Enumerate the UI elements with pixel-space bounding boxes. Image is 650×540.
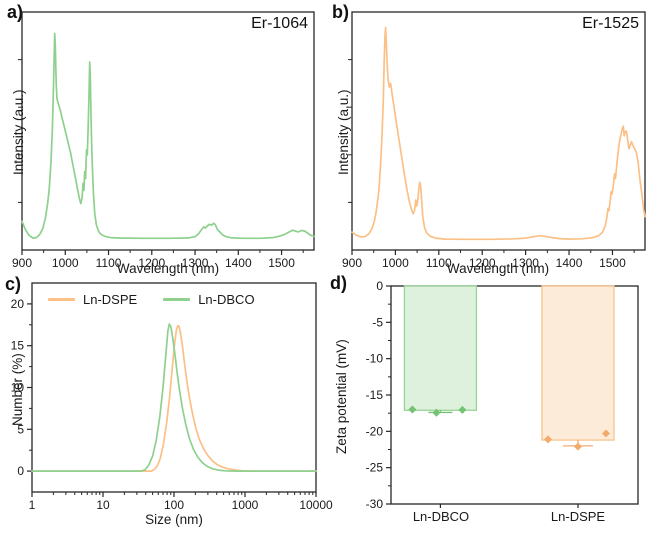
svg-text:1000: 1000 [232,498,259,512]
svg-text:-20: -20 [366,424,384,438]
svg-text:900: 900 [342,256,362,270]
svg-text:5: 5 [17,422,24,436]
svg-text:10000: 10000 [299,498,333,512]
svg-text:1200: 1200 [469,256,496,270]
svg-text:1300: 1300 [512,256,539,270]
panel-c-legend: Ln-DSPE Ln-DBCO [48,292,255,307]
ln-dspe-line-swatch [48,298,75,301]
svg-text:-10: -10 [366,352,384,366]
svg-text:-15: -15 [366,388,384,402]
svg-text:1000: 1000 [382,256,409,270]
panel-d-letter: d) [330,273,347,293]
panel-c-x-axis-label: Size (nm) [145,512,203,527]
svg-text:0: 0 [17,464,24,478]
svg-text:900: 900 [12,256,32,270]
panel-b-spectrum-chart: 900 1000 1100 1200 1300 1400 1500 [342,11,646,270]
svg-text:1: 1 [29,498,36,512]
svg-text:-30: -30 [366,497,384,511]
svg-text:100: 100 [164,498,184,512]
svg-text:15: 15 [11,339,25,353]
svg-text:10: 10 [96,498,110,512]
panel-d-y-axis-label: Zeta potential (mV) [334,339,349,454]
svg-text:1500: 1500 [268,256,295,270]
panel-a-title: Er-1064 [251,15,308,32]
ln-dbco-line-swatch [163,298,191,301]
category-label-ln-dbco: Ln-DBCO [412,509,470,524]
panel-b-letter: b) [332,2,349,22]
panel-d-zeta-potential-chart: 0 -5 -10 -15 -20 -25 -30 [366,279,639,511]
ln-dspe-legend-label: Ln-DSPE [83,292,138,307]
legend-item-ln-dbco: Ln-DBCO [163,292,255,307]
svg-text:10: 10 [11,381,25,395]
panel-c-y-axis-label: Number (%) [10,353,25,426]
svg-text:1000: 1000 [52,256,79,270]
svg-text:1100: 1100 [96,256,122,270]
panel-a-y-axis-label: Intensity (a.u.) [11,89,26,175]
panel-a-spectrum-chart: 900 1000 1100 1200 1300 1400 1500 [12,11,315,270]
panel-a-letter: a) [7,2,24,22]
svg-text:-25: -25 [366,461,384,475]
panel-a-x-axis-label: Wavelength (nm) [116,261,220,276]
panel-b-title: Er-1525 [582,15,639,32]
panel-b-y-axis-label: Intensity (a.u.) [336,89,351,175]
ln-dbco-legend-label: Ln-DBCO [198,292,255,307]
panel-c-letter: c) [5,274,22,294]
svg-text:1500: 1500 [599,256,626,270]
svg-text:1300: 1300 [182,256,209,270]
panel-b-x-axis-label: Wavelength (nm) [446,261,550,276]
svg-text:20: 20 [11,297,25,311]
svg-text:-5: -5 [372,315,383,329]
panel-c-size-distribution-chart: 1 10 100 1000 10000 0 5 10 15 20 [11,282,333,512]
category-label-ln-dspe: Ln-DSPE [550,509,606,524]
legend-item-ln-dspe: Ln-DSPE [48,292,137,307]
svg-text:1200: 1200 [138,256,165,270]
svg-text:0: 0 [376,279,383,293]
svg-text:1400: 1400 [225,256,252,270]
svg-text:1400: 1400 [556,256,583,270]
svg-text:1100: 1100 [426,256,452,270]
